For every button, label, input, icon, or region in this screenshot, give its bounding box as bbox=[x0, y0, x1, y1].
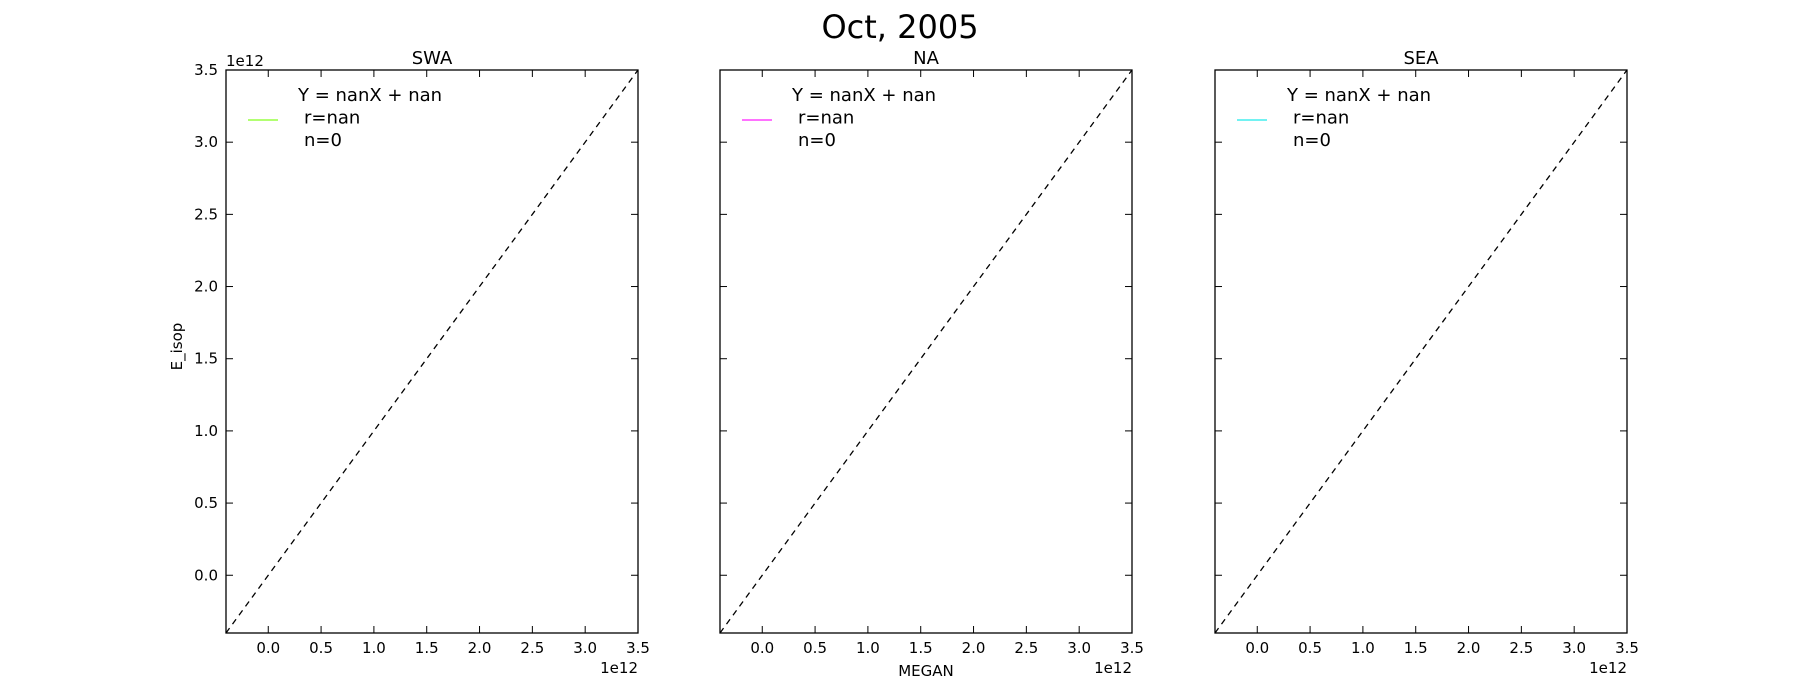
x-tick-label: 2.5 bbox=[1014, 639, 1038, 657]
legend-entry-line: Y = nanX + nan bbox=[297, 85, 442, 106]
x-tick-label: 1.5 bbox=[415, 639, 439, 657]
one-to-one-line bbox=[225, 69, 639, 634]
subplot-title: SEA bbox=[1403, 48, 1439, 69]
x-tick-label: 3.5 bbox=[1615, 639, 1639, 657]
x-tick-label: 0.0 bbox=[1245, 639, 1269, 657]
axes-frame bbox=[1214, 69, 1628, 634]
legend-entry-line: n=0 bbox=[304, 130, 342, 151]
x-tick-label: 0.5 bbox=[803, 639, 827, 657]
one-to-one-line bbox=[719, 69, 1133, 634]
x-tick-label: 1.0 bbox=[856, 639, 880, 657]
legend-entry-line: r=nan bbox=[798, 108, 854, 129]
x-tick-label: 0.5 bbox=[309, 639, 333, 657]
legend-entry-line: r=nan bbox=[1293, 108, 1349, 129]
x-tick-label: 0.5 bbox=[1298, 639, 1322, 657]
x-tick-label: 3.0 bbox=[1067, 639, 1091, 657]
y-tick-label: 0.0 bbox=[194, 566, 218, 584]
x-tick-label: 3.0 bbox=[1562, 639, 1586, 657]
y-tick-label: 3.0 bbox=[194, 133, 218, 151]
legend-entry-line: n=0 bbox=[1293, 130, 1331, 151]
y-tick-label: 2.5 bbox=[194, 205, 218, 223]
y-tick-label: 0.5 bbox=[194, 494, 218, 512]
figure-title: Oct, 2005 bbox=[821, 8, 979, 46]
legend-entry-line: r=nan bbox=[304, 108, 360, 129]
legend-entry-line: n=0 bbox=[798, 130, 836, 151]
x-tick-label: 1.5 bbox=[1404, 639, 1428, 657]
x-tick-label: 2.5 bbox=[520, 639, 544, 657]
y-tick-label: 1.0 bbox=[194, 422, 218, 440]
x-offset-label: 1e12 bbox=[1589, 659, 1627, 677]
x-tick-label: 1.5 bbox=[909, 639, 933, 657]
x-tick-label: 2.0 bbox=[1457, 639, 1481, 657]
y-offset-label: 1e12 bbox=[226, 52, 264, 70]
x-tick-label: 3.5 bbox=[626, 639, 650, 657]
x-tick-label: 3.0 bbox=[573, 639, 597, 657]
x-axis-label: MEGAN bbox=[898, 662, 954, 680]
y-tick-label: 3.5 bbox=[194, 61, 218, 79]
x-tick-label: 3.5 bbox=[1120, 639, 1144, 657]
one-to-one-line bbox=[1214, 69, 1628, 634]
legend-entry-line: Y = nanX + nan bbox=[791, 85, 936, 106]
axes-frame bbox=[225, 69, 639, 634]
x-tick-label: 2.5 bbox=[1509, 639, 1533, 657]
x-tick-label: 0.0 bbox=[256, 639, 280, 657]
legend-entry-line: Y = nanX + nan bbox=[1286, 85, 1431, 106]
axes-frame bbox=[719, 69, 1133, 634]
x-offset-label: 1e12 bbox=[600, 659, 638, 677]
x-tick-label: 2.0 bbox=[468, 639, 492, 657]
x-tick-label: 2.0 bbox=[962, 639, 986, 657]
panel-swa: 0.0 0.5 1.0 1.5 2.0 2.5 3.0 3.5 0.0 0.5 1.0 1.5 2.0 2… bbox=[168, 48, 650, 677]
subplot-title: NA bbox=[913, 48, 939, 69]
panel-na: 0.0 0.5 1.0 1.5 2.0 2.5 3.0 3.5 1e12 NA MEGAN Y = n… bbox=[719, 48, 1144, 680]
subplot-title: SWA bbox=[412, 48, 453, 69]
x-tick-label: 1.0 bbox=[362, 639, 386, 657]
y-tick-label: 2.0 bbox=[194, 278, 218, 296]
x-tick-label: 0.0 bbox=[750, 639, 774, 657]
panel-sea: 0.0 0.5 1.0 1.5 2.0 2.5 3.0 3.5 1e12 SEA Y = nanX … bbox=[1214, 48, 1639, 677]
y-axis-label: E_isop bbox=[168, 323, 187, 371]
x-tick-label: 1.0 bbox=[1351, 639, 1375, 657]
x-offset-label: 1e12 bbox=[1094, 659, 1132, 677]
y-tick-label: 1.5 bbox=[194, 350, 218, 368]
